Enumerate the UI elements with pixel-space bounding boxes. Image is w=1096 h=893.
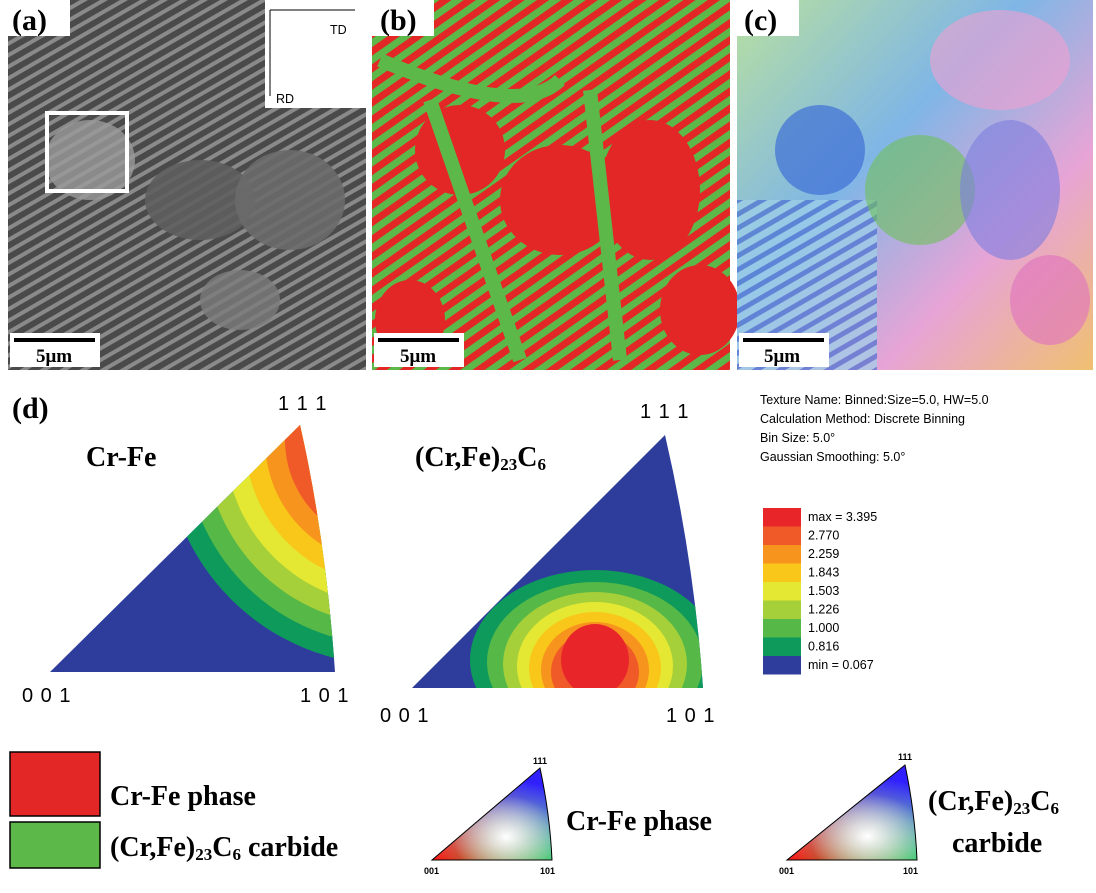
panel-c: (c) 5μm	[737, 0, 1093, 370]
pole-label: 111	[533, 756, 547, 766]
pole-label: 0 0 1	[22, 685, 71, 707]
colorbar-label: 0.816	[808, 640, 839, 654]
scale-label: 5μm	[36, 346, 72, 367]
texture-line: Bin Size: 5.0°	[760, 431, 835, 445]
pole-label: 001	[424, 866, 439, 876]
pole-label: 0 0 1	[380, 705, 429, 727]
colorbar-label: 1.226	[808, 603, 839, 617]
colorbar-swatch	[763, 508, 801, 527]
colorbar-label: 1.843	[808, 566, 839, 580]
colorbar-label: max = 3.395	[808, 510, 877, 524]
colorbar-label: 2.259	[808, 547, 839, 561]
rd-label: RD	[276, 92, 294, 106]
ipf-key: 111 001 101 Cr-Fe phase	[424, 756, 712, 876]
scale-label: 5μm	[400, 346, 436, 367]
texture-info: Texture Name: Binned:Size=5.0, HW=5.0 Cal…	[760, 393, 989, 464]
colorbar-label: 2.770	[808, 529, 839, 543]
colorbar-swatch	[763, 619, 801, 638]
panel-label: (a)	[12, 4, 47, 37]
legend-swatch	[10, 752, 100, 816]
colorbar-label: 1.503	[808, 584, 839, 598]
texture-line: Gaussian Smoothing: 5.0°	[760, 450, 905, 464]
key-label: carbide	[952, 828, 1042, 859]
colorbar-swatch	[763, 527, 801, 546]
colorbar-swatch	[763, 638, 801, 657]
colorbar-swatch	[763, 564, 801, 583]
ipf-title: Cr-Fe	[86, 442, 156, 473]
legend-label: Cr-Fe phase	[110, 781, 256, 812]
colorbar-swatch	[763, 656, 801, 675]
pole-label: 1 1 1	[640, 401, 689, 423]
panel-label: (b)	[380, 4, 417, 37]
figure: TD RD (a) 5μm (b) 5μm (c) 5μm (d) Cr-Fe …	[0, 0, 1096, 893]
pole-label: 1 0 1	[300, 685, 349, 707]
colorbar-label: 1.000	[808, 621, 839, 635]
pole-label: 1 0 1	[666, 705, 715, 727]
scale-label: 5μm	[764, 346, 800, 367]
panel-label: (d)	[12, 392, 49, 425]
panel-a: TD RD (a) 5μm	[8, 0, 366, 370]
colorbar-swatch	[763, 582, 801, 601]
pole-label: 1 1 1	[278, 393, 327, 415]
ipf-title: (Cr,Fe)23C6	[415, 442, 546, 474]
colorbar-swatch	[763, 545, 801, 564]
legend-label: (Cr,Fe)23C6 carbide	[110, 832, 338, 864]
panel-b: (b) 5μm	[372, 0, 740, 370]
colorbar-swatch	[763, 601, 801, 620]
pole-label: 001	[779, 866, 794, 876]
ipf-key: 111 001 101 (Cr,Fe)23C6 carbide	[779, 752, 1059, 876]
key-label: (Cr,Fe)23C6	[928, 786, 1059, 818]
key-label: Cr-Fe phase	[566, 806, 712, 837]
colorbar-label: min = 0.067	[808, 658, 874, 672]
td-label: TD	[330, 23, 347, 37]
colorbar: max = 3.395 2.770 2.259 1.843 1.503 1.226 1.00…	[763, 508, 877, 675]
pole-label: 101	[903, 866, 918, 876]
pole-label: 111	[898, 752, 912, 762]
texture-line: Texture Name: Binned:Size=5.0, HW=5.0	[760, 393, 989, 407]
texture-line: Calculation Method: Discrete Binning	[760, 412, 965, 426]
legend-swatch	[10, 822, 100, 868]
pole-label: 101	[540, 866, 555, 876]
panel-label: (c)	[744, 4, 777, 37]
